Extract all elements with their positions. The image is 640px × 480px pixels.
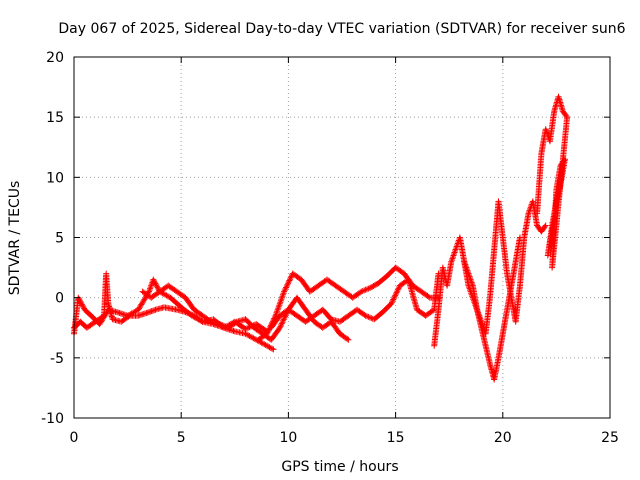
x-tick-label: 20 (494, 430, 512, 446)
data-point-markers (534, 93, 571, 271)
series-track-g (461, 198, 549, 337)
y-tick-label: 10 (46, 170, 64, 186)
x-tick-label: 15 (387, 430, 405, 446)
x-tick-label: 25 (601, 430, 619, 446)
data-point-markers (71, 270, 277, 353)
series-track-a (71, 270, 277, 353)
data-point-markers (461, 198, 549, 337)
data-point-markers (268, 270, 442, 331)
y-tick-label: -5 (50, 351, 64, 367)
y-tick-label: 5 (55, 231, 64, 247)
data-markers (71, 93, 571, 383)
grid-lines (74, 57, 610, 418)
x-tick-label: 5 (177, 430, 186, 446)
x-tick-label: 10 (279, 430, 297, 446)
y-tick-label: 0 (55, 291, 64, 307)
data-point-markers (255, 264, 442, 343)
y-tick-label: 15 (46, 110, 64, 126)
x-tick-label: 0 (70, 430, 79, 446)
series-track-e (268, 270, 442, 331)
series-track-h (534, 93, 571, 271)
series-track-d (255, 264, 442, 343)
y-axis-label: SDTVAR / TECUs (7, 181, 23, 296)
y-tick-label: -10 (41, 411, 64, 427)
axes: 0 5 10 15 20 25 -10 -5 0 5 10 15 20 (41, 50, 619, 446)
y-tick-label: 20 (46, 50, 64, 66)
chart-title: Day 067 of 2025, Sidereal Day-to-day VTE… (58, 21, 625, 37)
x-axis-label: GPS time / hours (281, 459, 398, 475)
